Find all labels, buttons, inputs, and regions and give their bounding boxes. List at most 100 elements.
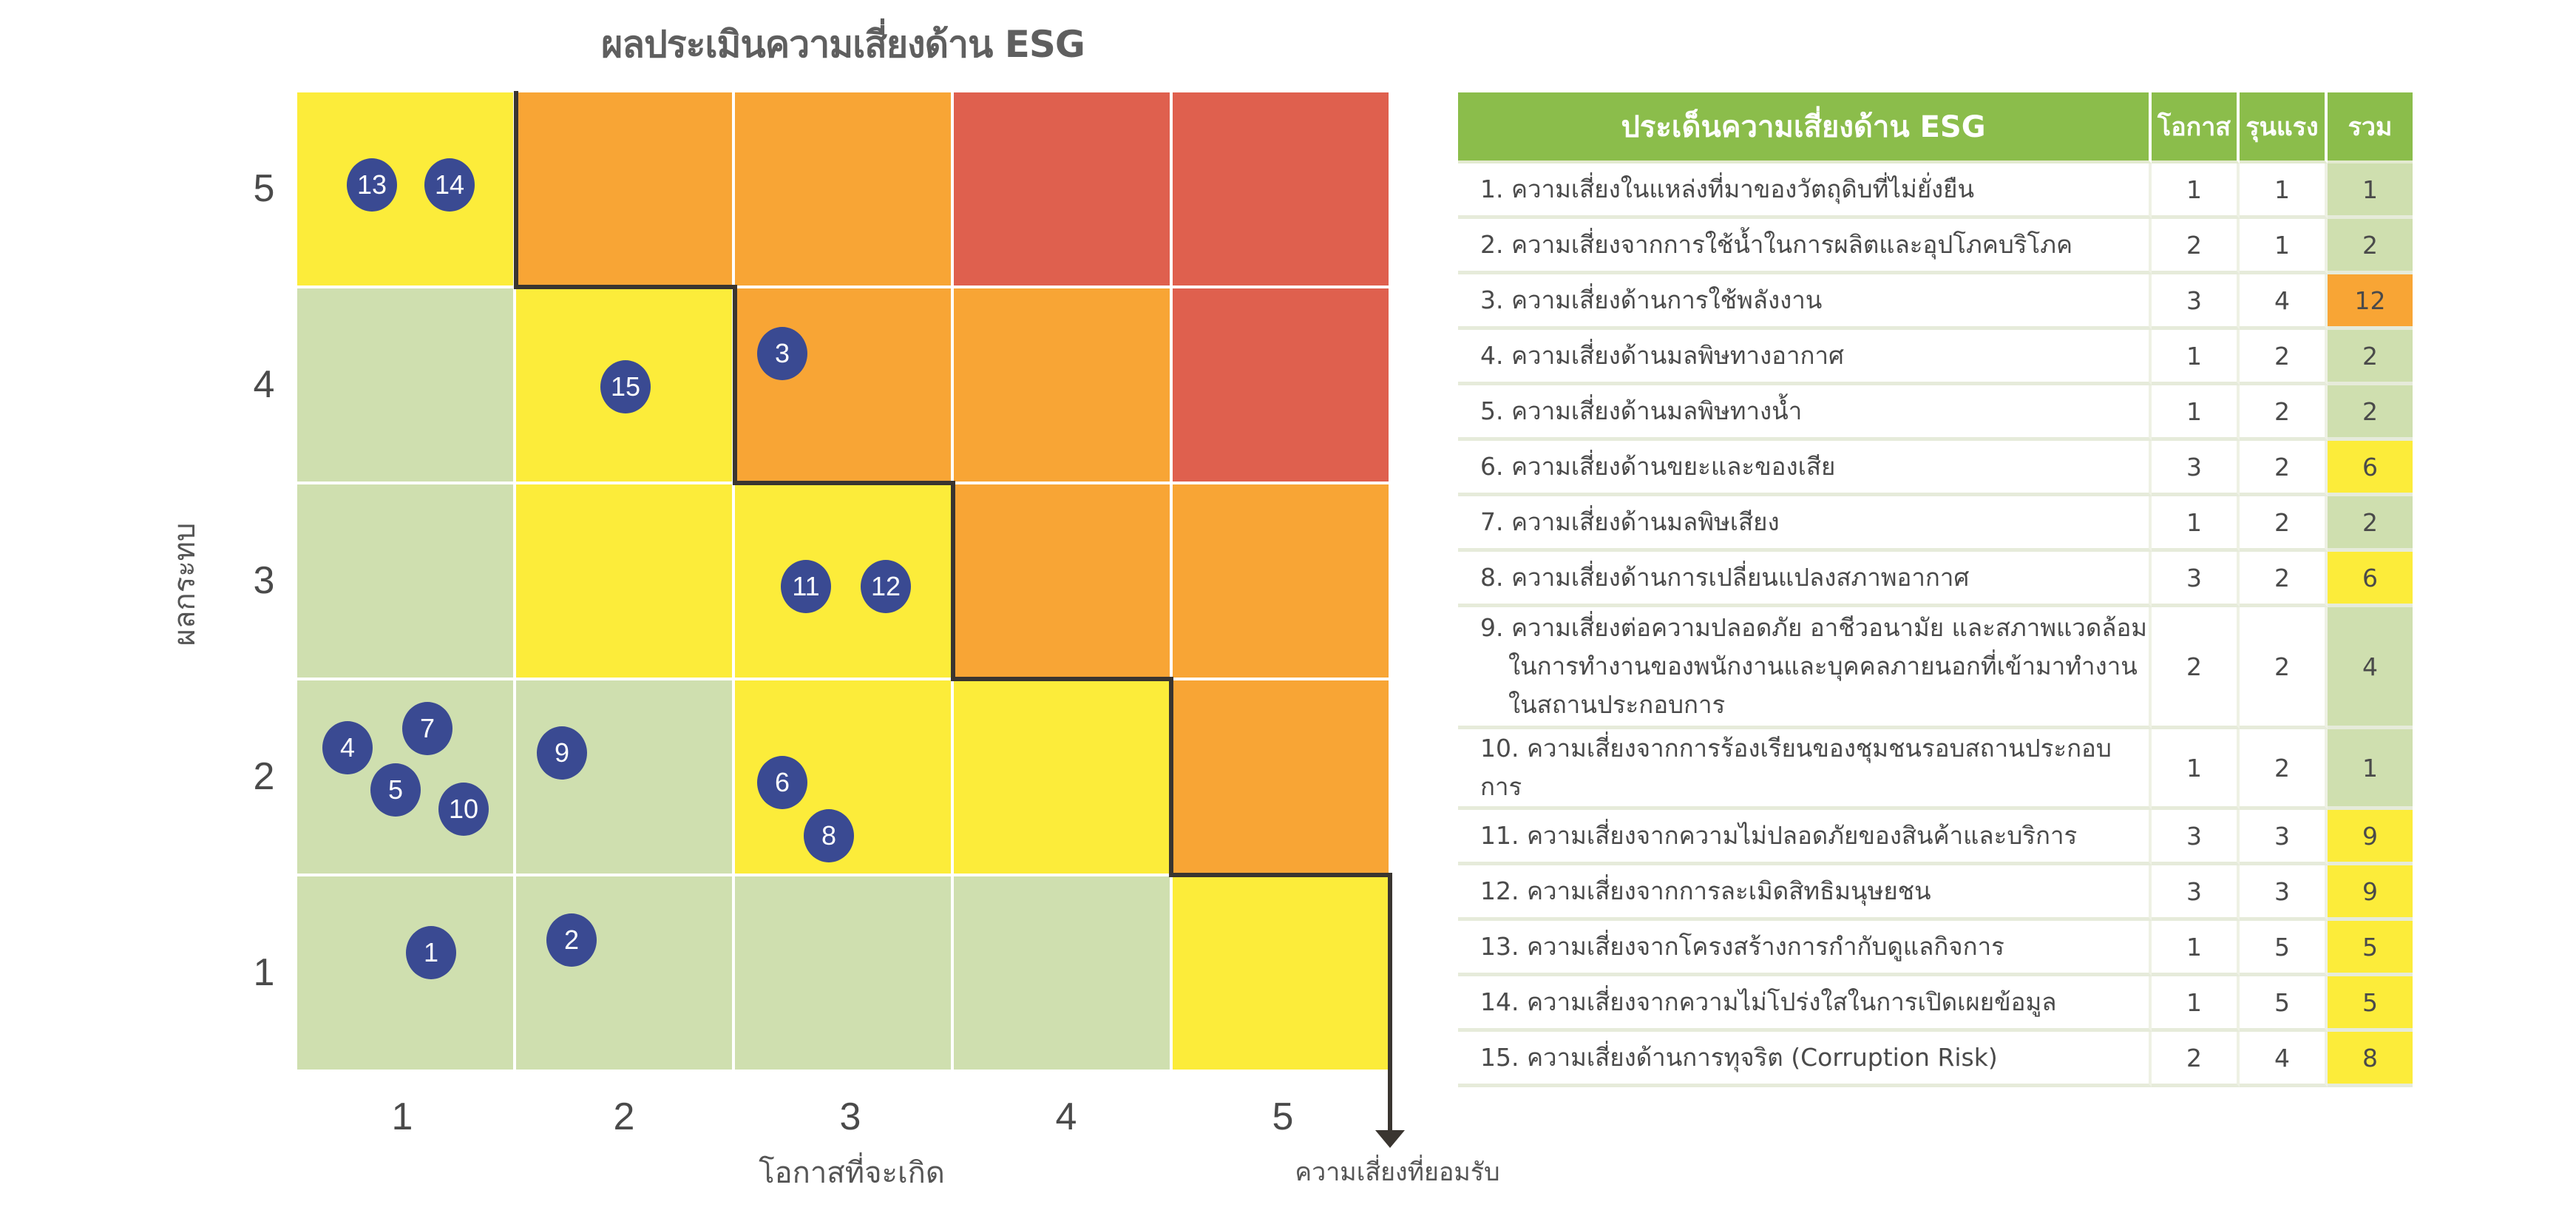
issue-text: 2. ความเสี่ยงจากการใช้น้ำในการผลิตและอุป… (1480, 230, 2073, 259)
x-tick-4: 4 (1055, 1095, 1077, 1138)
issue-cell: 9. ความเสี่ยงต่อความปลอดภัย อาชีวอนามัย … (1458, 607, 2152, 729)
chart-title: ผลประเมินความเสี่ยงด้าน ESG (601, 23, 1085, 66)
likelihood-cell: 3 (2152, 441, 2240, 496)
issue-text: 7. ความเสี่ยงด้านมลพิษเสียง (1480, 507, 1780, 536)
issue-text: 1. ความเสี่ยงในแหล่งที่มาของวัตถุดิบที่ไ… (1480, 175, 1975, 203)
matrix-cell-green (515, 679, 733, 875)
risk-bubble: 14 (424, 158, 475, 212)
likelihood-cell: 3 (2152, 552, 2240, 607)
table-row: 12. ความเสี่ยงจากการละเมิดสิทธิมนุษยชน 3 3… (1458, 865, 2413, 921)
table-row: 2. ความเสี่ยงจากการใช้น้ำในการผลิตและอุป… (1458, 219, 2413, 274)
likelihood-cell: 1 (2152, 496, 2240, 552)
y-tick-1: 1 (253, 951, 275, 994)
matrix-cell-yellow (1171, 875, 1390, 1071)
x-tick-5: 5 (1272, 1095, 1294, 1138)
matrix-cell-green (952, 875, 1171, 1071)
table-row: 15. ความเสี่ยงด้านการทุจริต (Corruption … (1458, 1032, 2413, 1087)
header-total: รวม (2328, 92, 2413, 163)
issue-text: 8. ความเสี่ยงด้านการเปลี่ยนแปลงสภาพอากาศ (1480, 563, 1970, 592)
total-cell: 5 (2328, 921, 2413, 976)
y-tick-2: 2 (253, 755, 275, 798)
severity-cell: 3 (2240, 865, 2328, 921)
matrix-cell-green (733, 875, 952, 1071)
risk-bubble: 12 (861, 560, 911, 613)
severity-cell: 3 (2240, 810, 2328, 865)
severity-cell: 2 (2240, 441, 2328, 496)
likelihood-cell: 1 (2152, 729, 2240, 810)
total-cell: 9 (2328, 810, 2413, 865)
acceptable-risk-label: ความเสี่ยงที่ยอมรับ (1295, 1158, 1500, 1187)
header-severity: รุนแรง (2240, 92, 2328, 163)
likelihood-cell: 1 (2152, 921, 2240, 976)
header-likelihood: โอกาส (2152, 92, 2240, 163)
table-row: 1. ความเสี่ยงในแหล่งที่มาของวัตถุดิบที่ไ… (1458, 163, 2413, 219)
x-tick-2: 2 (613, 1095, 635, 1138)
issue-cell: 5. ความเสี่ยงด้านมลพิษทางน้ำ (1458, 385, 2152, 441)
risk-bubble: 10 (438, 783, 489, 836)
likelihood-cell: 1 (2152, 330, 2240, 385)
issue-text: 9. ความเสี่ยงต่อความปลอดภัย อาชีวอนามัย … (1480, 613, 2148, 642)
likelihood-cell: 2 (2152, 219, 2240, 274)
issue-cell: 13. ความเสี่ยงจากโครงสร้างการกำกับดูแลกิ… (1458, 921, 2152, 976)
likelihood-cell: 3 (2152, 865, 2240, 921)
issue-text: 12. ความเสี่ยงจากการละเมิดสิทธิมนุษยชน (1480, 876, 1931, 905)
severity-cell: 2 (2240, 385, 2328, 441)
matrix-cell-green (515, 875, 733, 1071)
likelihood-cell: 2 (2152, 1032, 2240, 1087)
risk-bubble: 3 (757, 327, 807, 380)
severity-cell: 5 (2240, 976, 2328, 1032)
issue-cell: 8. ความเสี่ยงด้านการเปลี่ยนแปลงสภาพอากาศ (1458, 552, 2152, 607)
severity-cell: 2 (2240, 552, 2328, 607)
x-axis-label: โอกาสที่จะเกิด (759, 1156, 945, 1190)
total-cell: 4 (2328, 607, 2413, 729)
total-cell: 2 (2328, 330, 2413, 385)
matrix-cell-orange (1171, 483, 1390, 679)
risk-bubble: 2 (546, 913, 597, 967)
risk-bubble: 8 (804, 809, 854, 862)
matrix-cell-orange (952, 287, 1171, 483)
issue-text: 15. ความเสี่ยงด้านการทุจริต (Corruption … (1480, 1043, 1998, 1072)
risk-bubble: 11 (781, 560, 831, 613)
total-cell: 5 (2328, 976, 2413, 1032)
table-row: 10. ความเสี่ยงจากการร้องเรียนของชุมชนรอบ… (1458, 729, 2413, 810)
issue-cell: 3. ความเสี่ยงด้านการใช้พลังงาน (1458, 274, 2152, 330)
table-row: 5. ความเสี่ยงด้านมลพิษทางน้ำ 1 2 2 (1458, 385, 2413, 441)
issue-text: 14. ความเสี่ยงจากความไม่โปร่งใสในการเปิด… (1480, 987, 2057, 1016)
severity-cell: 4 (2240, 1032, 2328, 1087)
total-cell: 9 (2328, 865, 2413, 921)
severity-cell: 1 (2240, 219, 2328, 274)
severity-cell: 4 (2240, 274, 2328, 330)
risk-bubble: 15 (600, 360, 651, 413)
total-cell: 2 (2328, 219, 2413, 274)
issue-text-continued: ในการทำงานของพนักงานและบุคคลภายนอกที่เข้… (1508, 652, 2138, 680)
issue-cell: 11. ความเสี่ยงจากความไม่ปลอดภัยของสินค้า… (1458, 810, 2152, 865)
severity-cell: 2 (2240, 607, 2328, 729)
y-tick-4: 4 (253, 363, 275, 406)
issue-text: 11. ความเสี่ยงจากความไม่ปลอดภัยของสินค้า… (1480, 821, 2078, 850)
likelihood-cell: 2 (2152, 607, 2240, 729)
risk-bubble: 13 (347, 158, 397, 212)
issue-cell: 2. ความเสี่ยงจากการใช้น้ำในการผลิตและอุป… (1458, 219, 2152, 274)
issue-text: 4. ความเสี่ยงด้านมลพิษทางอากาศ (1480, 341, 1844, 370)
likelihood-cell: 1 (2152, 976, 2240, 1032)
y-tick-5: 5 (253, 167, 275, 210)
risk-bubble: 6 (757, 756, 807, 809)
likelihood-cell: 1 (2152, 163, 2240, 219)
table-row: 6. ความเสี่ยงด้านขยะและของเสีย 3 2 6 (1458, 441, 2413, 496)
table-row: 9. ความเสี่ยงต่อความปลอดภัย อาชีวอนามัย … (1458, 607, 2413, 729)
total-cell: 8 (2328, 1032, 2413, 1087)
header-issue: ประเด็นความเสี่ยงด้าน ESG (1458, 92, 2152, 163)
issue-text: 13. ความเสี่ยงจากโครงสร้างการกำกับดูแลกิ… (1480, 932, 2004, 961)
risk-bubble: 4 (322, 721, 373, 774)
likelihood-cell: 1 (2152, 385, 2240, 441)
issue-text: 3. ความเสี่ยงด้านการใช้พลังงาน (1480, 285, 1823, 314)
matrix-cell-orange (1171, 679, 1390, 875)
risk-bubble: 1 (406, 926, 456, 979)
table-row: 4. ความเสี่ยงด้านมลพิษทางอากาศ 1 2 2 (1458, 330, 2413, 385)
issue-cell: 7. ความเสี่ยงด้านมลพิษเสียง (1458, 496, 2152, 552)
total-cell: 1 (2328, 163, 2413, 219)
risk-table: ประเด็นความเสี่ยงด้าน ESG โอกาส รุนแรง ร… (1458, 92, 2413, 1087)
risk-bubble: 5 (370, 763, 421, 817)
matrix-cell-yellow (733, 483, 952, 679)
table-row: 7. ความเสี่ยงด้านมลพิษเสียง 1 2 2 (1458, 496, 2413, 552)
